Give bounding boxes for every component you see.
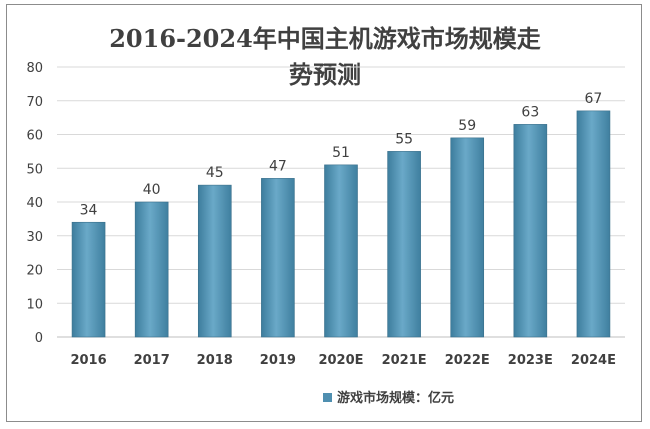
chart-title-line-2: 势预测 xyxy=(289,60,361,89)
bar-2022E xyxy=(450,137,485,338)
category-label-2016: 2016 xyxy=(70,353,106,368)
x-axis-categories: 2016 2017 2018 2019 2020E 2021E 2022E 2023E 2024… xyxy=(70,353,616,368)
data-label-2021E: 55 xyxy=(395,131,413,147)
y-tick-label: 30 xyxy=(26,230,43,245)
y-tick-label: 80 xyxy=(26,61,43,76)
data-labels: 34 40 45 47 51 55 59 63 67 xyxy=(80,91,603,218)
chart-frame: 2016-2024年中国主机游戏市场规模走 势预测 0 10 20 30 40 50 60 7… xyxy=(6,4,642,422)
category-label-2019: 2019 xyxy=(260,353,296,368)
category-label-2023E: 2023E xyxy=(508,353,553,368)
data-label-2024E: 67 xyxy=(585,91,603,107)
chart-svg: 2016-2024年中国主机游戏市场规模走 势预测 0 10 20 30 40 50 60 7… xyxy=(26,24,625,406)
category-label-2021E: 2021E xyxy=(382,353,427,368)
category-label-2024E: 2024E xyxy=(571,353,616,368)
bar-2024E xyxy=(576,110,611,338)
category-label-2022E: 2022E xyxy=(445,353,490,368)
category-label-2018: 2018 xyxy=(197,353,233,368)
data-label-2017: 40 xyxy=(143,182,161,198)
y-tick-label: 50 xyxy=(26,162,43,177)
data-label-2022E: 59 xyxy=(458,118,476,134)
chart-title-line-1: 2016-2024年中国主机游戏市场规模走 xyxy=(109,24,541,53)
data-label-2018: 45 xyxy=(206,165,224,181)
bar-2016 xyxy=(71,221,106,338)
bars xyxy=(71,110,611,338)
legend-swatch xyxy=(323,393,332,402)
data-label-2019: 47 xyxy=(269,158,287,174)
y-tick-label: 0 xyxy=(35,331,43,346)
y-axis-ticks: 0 10 20 30 40 50 60 70 80 xyxy=(26,61,43,346)
bar-2023E xyxy=(513,124,548,338)
y-tick-label: 40 xyxy=(26,196,43,211)
bar-2021E xyxy=(387,151,421,338)
legend-label: 游戏市场规模：亿元 xyxy=(337,390,454,406)
y-tick-label: 10 xyxy=(26,297,43,312)
bar-2019 xyxy=(261,178,295,338)
y-tick-label: 20 xyxy=(26,264,43,279)
y-tick-label: 60 xyxy=(26,129,43,144)
category-label-2020E: 2020E xyxy=(318,353,363,368)
data-label-2020E: 51 xyxy=(332,145,350,161)
data-label-2016: 34 xyxy=(80,202,98,218)
category-label-2017: 2017 xyxy=(134,353,170,368)
bar-2020E xyxy=(324,164,358,338)
data-label-2023E: 63 xyxy=(521,104,539,120)
bar-2017 xyxy=(134,201,169,338)
legend: 游戏市场规模：亿元 xyxy=(323,390,454,406)
y-tick-label: 70 xyxy=(26,95,43,110)
bar-2018 xyxy=(197,184,232,338)
